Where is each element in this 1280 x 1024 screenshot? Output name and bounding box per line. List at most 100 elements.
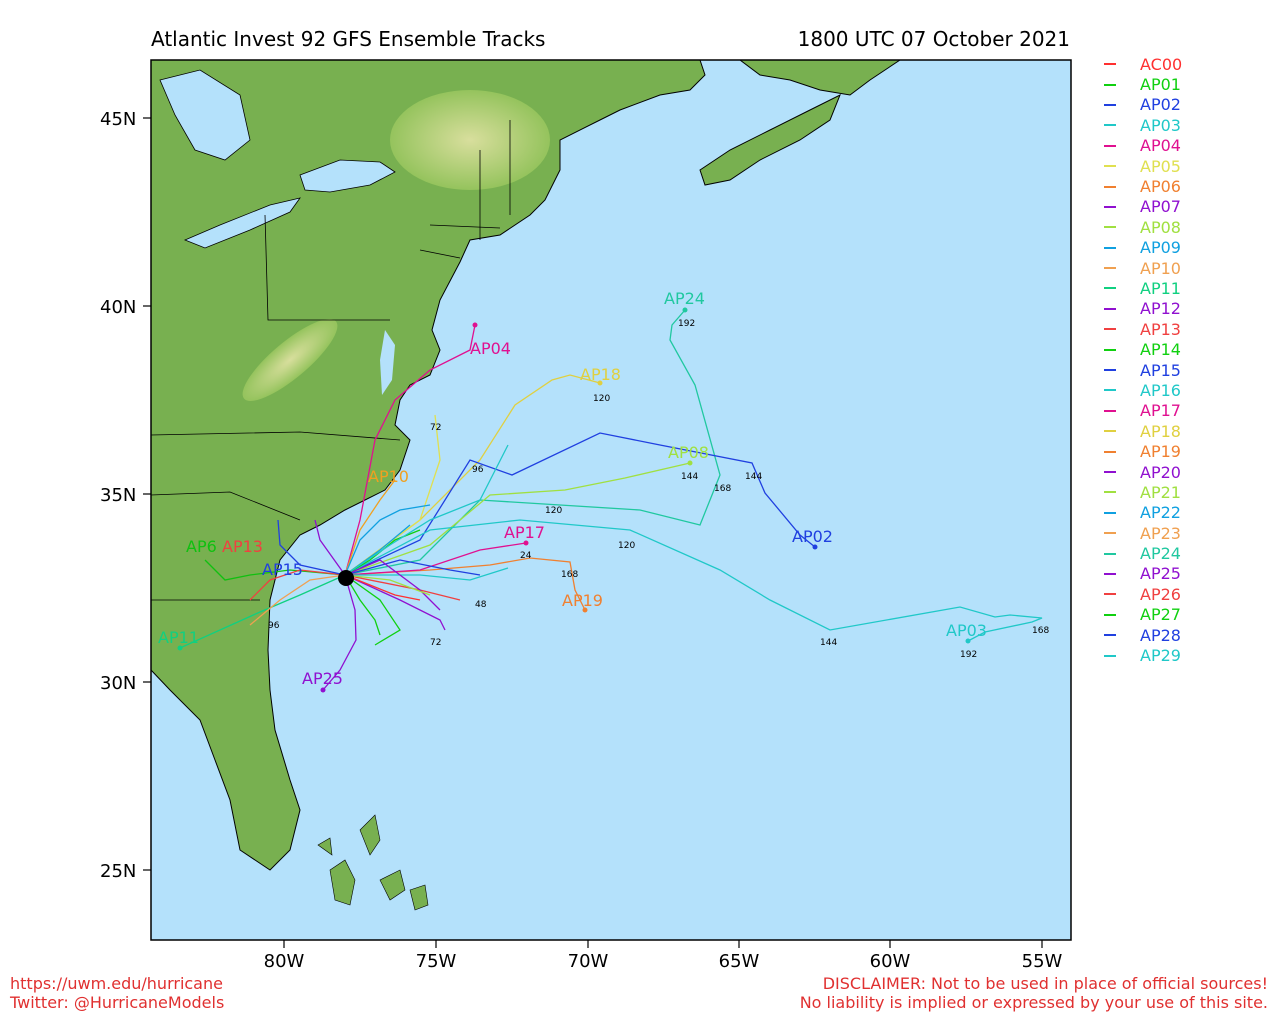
legend-item-ap26: AP26 [1104,584,1274,604]
legend-swatch [1104,593,1116,596]
legend-label: AP16 [1140,380,1181,400]
legend-swatch [1104,634,1116,637]
track-ap11 [179,574,346,649]
legend-label: AP06 [1140,177,1181,197]
track-ap12 [314,519,346,576]
legend-swatch [1104,430,1116,433]
legend-item-ac00: AC00 [1104,54,1274,74]
legend-item-ap01: AP01 [1104,74,1274,94]
track-ap15 [277,519,346,576]
legend-item-ap07: AP07 [1104,197,1274,217]
land-nova-scotia [699,93,841,186]
legend-label: AP21 [1140,482,1181,502]
track-ap29 [345,567,509,581]
lon-tick-80w: 80W [264,951,305,972]
ensemble-tracks [179,309,1043,691]
lon-tick-75w: 75W [416,951,457,972]
legend-item-ap14: AP14 [1104,339,1274,359]
legend-item-ap28: AP28 [1104,625,1274,645]
legend-label: AP13 [1140,319,1181,339]
appalachian-highlands [390,90,550,190]
legend-item-ap19: AP19 [1104,441,1274,461]
legend-item-ap23: AP23 [1104,523,1274,543]
legend-label: AP23 [1140,523,1181,543]
legend-item-ap17: AP17 [1104,401,1274,421]
label-ap6: AP6 [186,537,217,556]
legend-swatch [1104,328,1116,331]
legend-swatch [1104,450,1116,453]
legend-label: AP11 [1140,278,1181,298]
lon-tick-70w: 70W [568,951,609,972]
legend-label: AC00 [1140,54,1183,74]
track-ap16 [344,444,509,576]
legend-swatch [1104,409,1116,412]
legend-swatch [1104,205,1116,208]
storm-origin [338,570,354,586]
lat-axis [143,117,151,871]
legend-label: AP22 [1140,503,1181,523]
land-mainland [151,60,706,871]
lat-tick-labels: 45N 40N 35N 30N 25N [100,109,136,882]
track-ap21 [344,574,431,596]
lat-tick-40n: 40N [100,297,136,318]
label-ap25: AP25 [302,669,343,688]
legend-swatch [1104,369,1116,372]
legend-swatch [1104,83,1116,86]
svg-text:120: 120 [618,541,635,551]
svg-text:168: 168 [714,484,731,494]
legend-label: AP08 [1140,217,1181,237]
legend-swatch [1104,389,1116,392]
legend-item-ap11: AP11 [1104,278,1274,298]
label-ap11: AP11 [158,628,199,647]
track-ap06 [204,559,346,581]
lon-tick-labels: 80W 75W 70W 65W 60W 55W [264,951,1063,972]
legend-swatch [1104,552,1116,555]
legend-label: AP15 [1140,360,1181,380]
track-ac00 [344,574,421,601]
svg-text:168: 168 [1032,626,1049,636]
lon-tick-65w: 65W [719,951,760,972]
track-ap07 [344,574,446,631]
lat-tick-45n: 45N [100,109,136,130]
lon-axis [283,940,1043,948]
legend-swatch [1104,471,1116,473]
legend-item-ap03: AP03 [1104,115,1274,135]
label-ap24: AP24 [664,289,705,308]
lat-tick-35n: 35N [100,485,136,506]
disclaimer: DISCLAIMER: Not to be used in place of o… [800,974,1268,1012]
svg-text:192: 192 [678,319,695,329]
legend-item-ap27: AP27 [1104,605,1274,625]
track-ap10 [344,479,396,576]
land-north-east [739,60,901,96]
legend-label: AP05 [1140,156,1181,176]
hour-labels: 192 120 144 168 120 144 72 96 120 24 168… [268,319,1049,660]
legend-label: AP24 [1140,544,1181,564]
lat-tick-30n: 30N [100,673,136,694]
lake-erie [183,197,301,249]
svg-text:96: 96 [268,621,280,631]
track-ap04 [344,324,476,576]
legend-swatch [1104,654,1116,657]
svg-text:120: 120 [593,394,610,404]
svg-text:72: 72 [430,638,441,648]
state-borders [151,120,511,601]
legend-swatch [1104,144,1116,147]
svg-text:96: 96 [472,465,484,475]
track-ap03 [344,519,1043,642]
label-ap03: AP03 [946,621,987,640]
legend-item-ap18: AP18 [1104,421,1274,441]
legend-swatch [1104,124,1116,127]
label-ap02: AP02 [792,527,833,546]
valid-time: 1800 UTC 07 October 2021 [797,27,1070,51]
lon-tick-55w: 55W [1022,951,1063,972]
footer-url[interactable]: https://uwm.edu/hurricane [10,974,223,993]
legend-item-ap05: AP05 [1104,156,1274,176]
legend-label: AP20 [1140,462,1181,482]
legend-swatch [1104,103,1116,106]
svg-text:48: 48 [475,600,487,610]
track-end-points [177,307,971,693]
legend-label: AP09 [1140,238,1181,258]
footer-twitter[interactable]: Twitter: @HurricaneModels [10,993,225,1012]
label-ap08: AP08 [668,443,709,462]
svg-text:144: 144 [820,638,837,648]
